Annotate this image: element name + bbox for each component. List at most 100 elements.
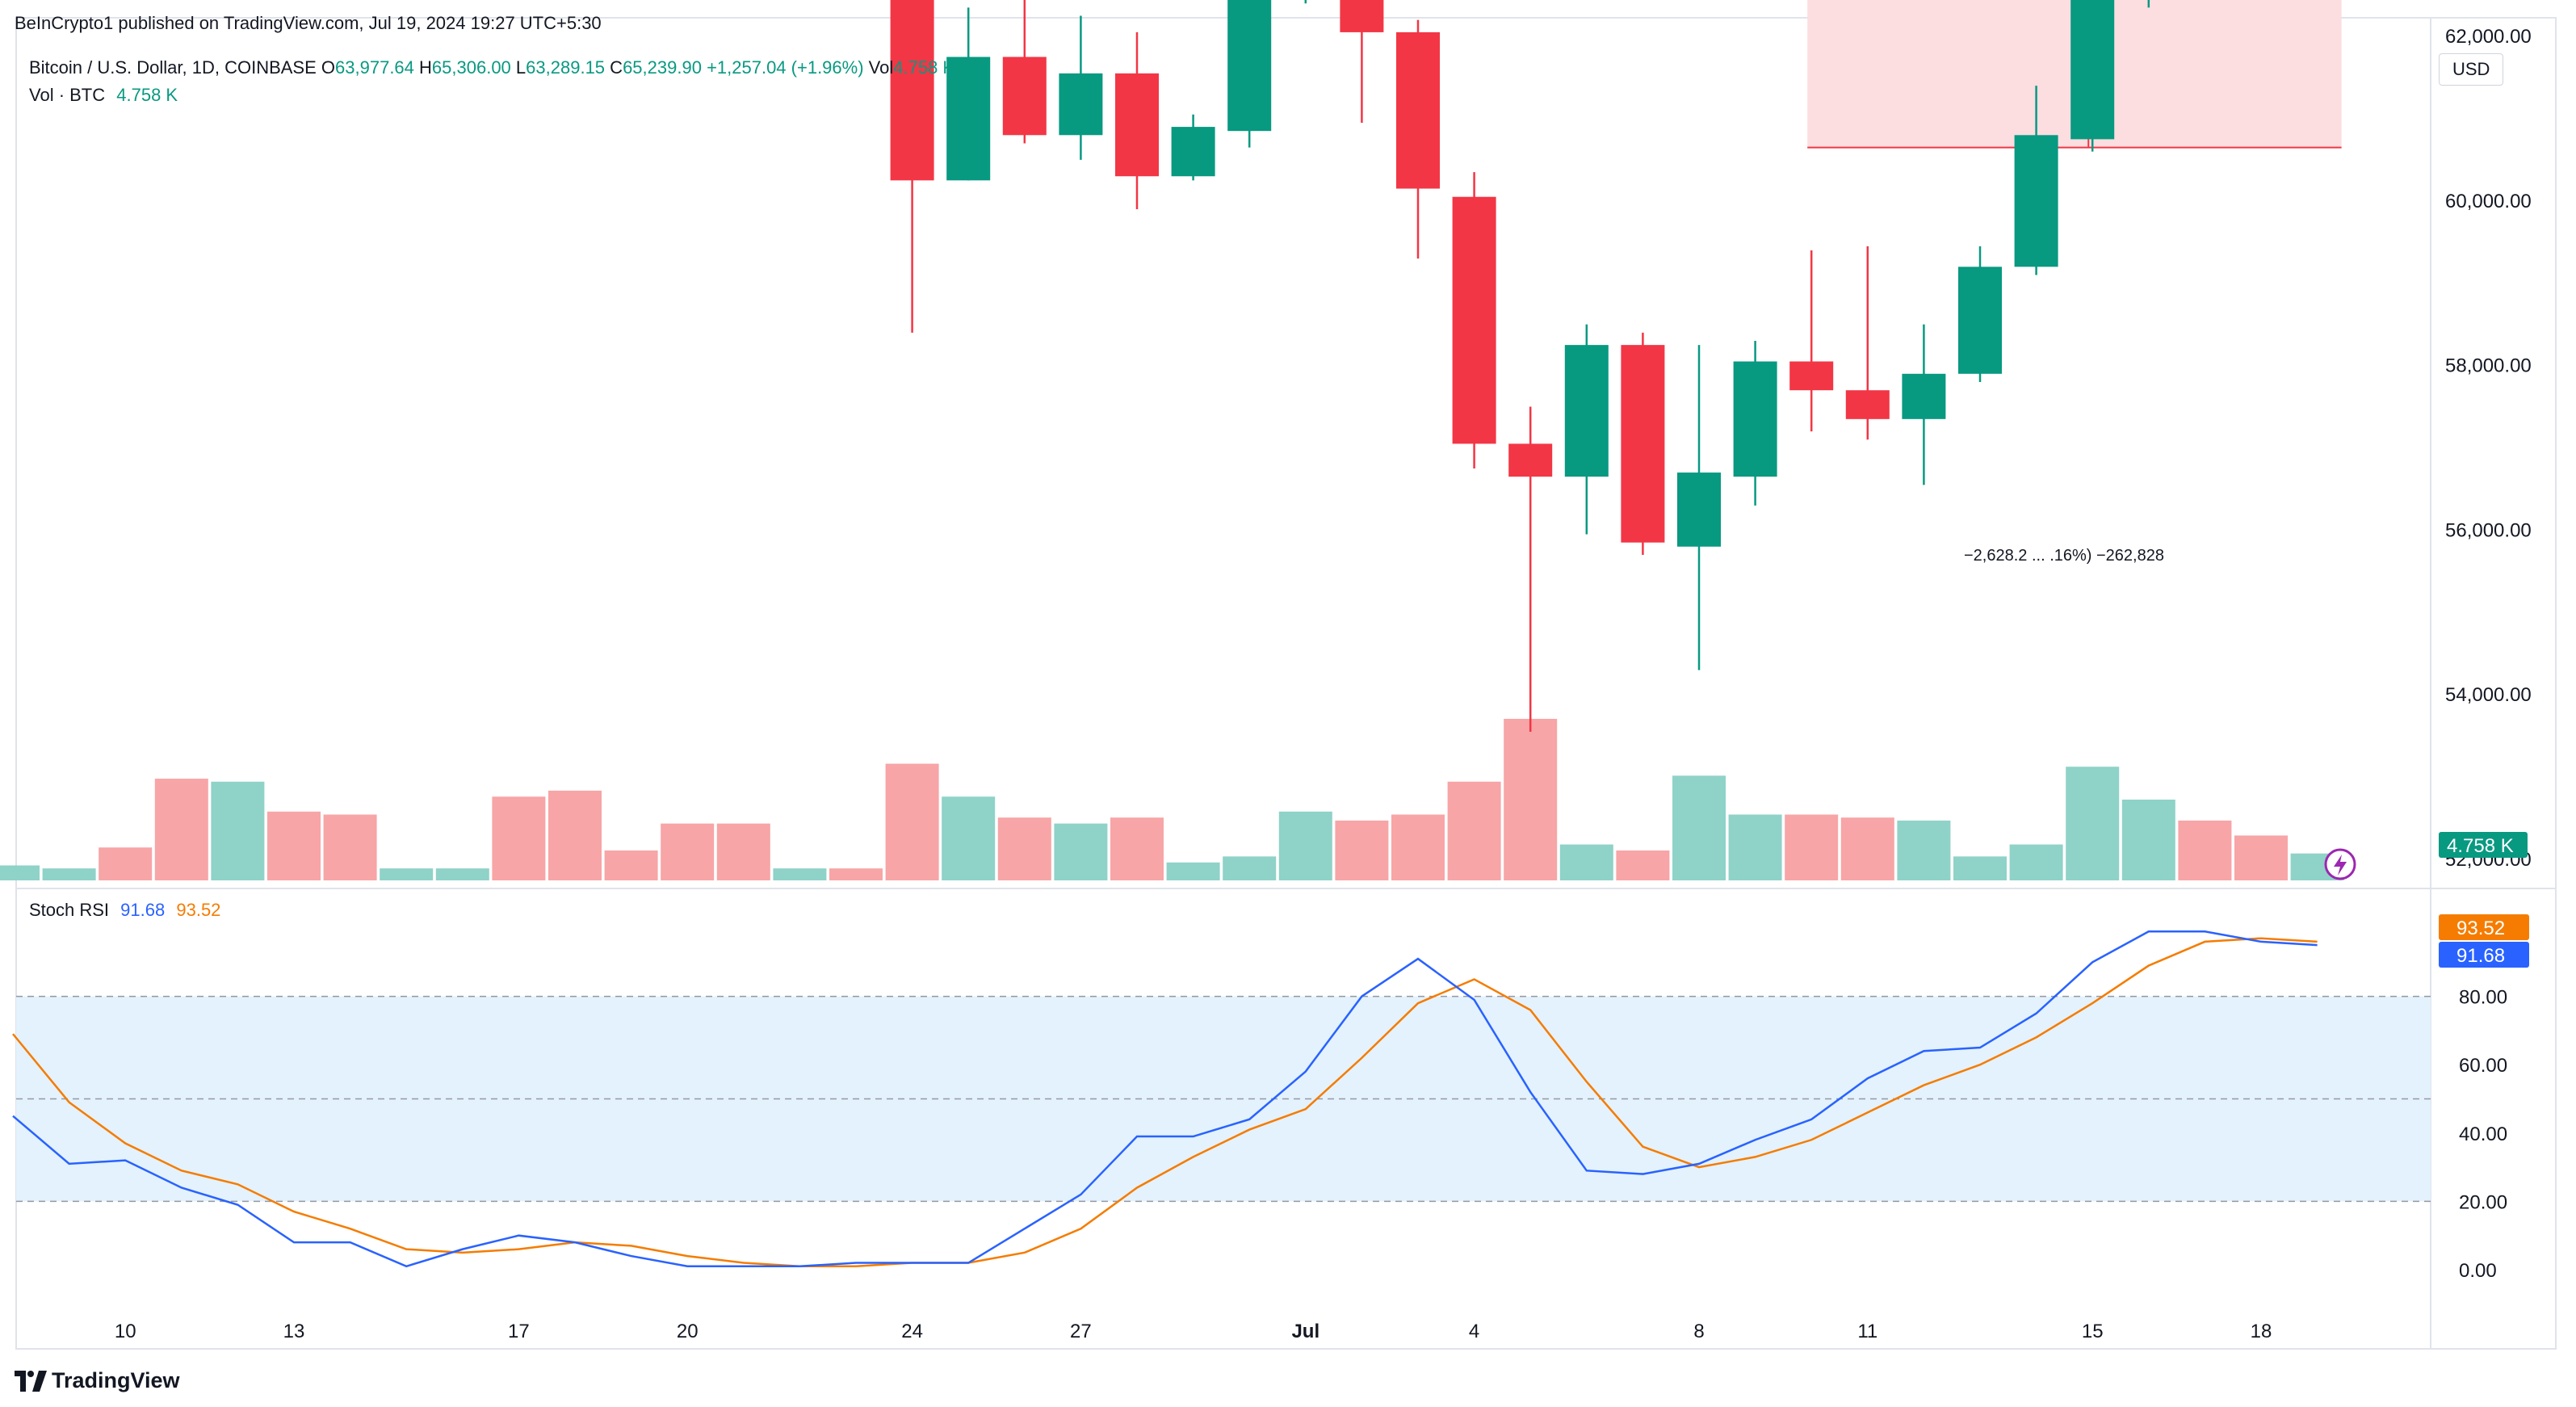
- candle-body[interactable]: [1115, 73, 1159, 177]
- candle-body[interactable]: [946, 57, 991, 181]
- volume-legend-label: Vol · BTC: [29, 85, 106, 105]
- candle-body[interactable]: [1340, 0, 1384, 32]
- volume-bar: [435, 868, 489, 880]
- date-label: 24: [901, 1321, 923, 1342]
- legend-open-label: O: [321, 57, 336, 78]
- candle-body[interactable]: [1733, 361, 1777, 477]
- volume-bar: [1785, 814, 1839, 880]
- volume-bar: [1616, 850, 1670, 880]
- volume-bar: [2121, 800, 2175, 880]
- volume-bar: [323, 814, 377, 880]
- volume-bar: [2178, 820, 2232, 880]
- legend-low-label: L: [515, 57, 527, 78]
- legend-vol: 4.758 K: [893, 57, 955, 78]
- volume-bar: [1897, 820, 1951, 880]
- volume-bar: [548, 790, 602, 880]
- candle-body[interactable]: [1227, 0, 1272, 132]
- legend-close: 65,239.90: [623, 57, 702, 78]
- volume-tag-bg: [2439, 832, 2528, 858]
- candle-body[interactable]: [1789, 361, 1834, 391]
- publish-info: BeInCrypto1 published on TradingView.com…: [15, 13, 602, 33]
- stoch-d-line: [12, 937, 2318, 1268]
- stoch-axis-label: 20.00: [2459, 1191, 2507, 1213]
- date-label: 4: [1469, 1321, 1479, 1342]
- price-axis-label: 54,000.00: [2445, 684, 2532, 706]
- candle-body[interactable]: [1059, 73, 1103, 136]
- volume-bar: [1110, 817, 1164, 880]
- volume-bar: [380, 868, 434, 880]
- candle-body[interactable]: [2070, 0, 2115, 140]
- tradingview-logo[interactable]: TradingView: [15, 1368, 180, 1393]
- candle-body[interactable]: [1621, 345, 1665, 543]
- stoch-axis-label: 80.00: [2459, 987, 2507, 1009]
- volume-legend: Vol · BTC 4.758 K: [29, 85, 178, 106]
- volume-bar: [1223, 856, 1277, 880]
- volume-bar: [1953, 856, 2007, 880]
- volume-bar: [2066, 766, 2120, 880]
- candle-body[interactable]: [1452, 196, 1496, 444]
- legend-open: 63,977.64: [335, 57, 414, 78]
- candle-body[interactable]: [1677, 472, 1721, 547]
- volume-legend-value: 4.758 K: [116, 85, 178, 105]
- volume-bar: [267, 811, 321, 880]
- stoch-k-tag-bg: [2439, 942, 2529, 968]
- tradingview-logo-icon: [15, 1370, 47, 1392]
- price-axis-label: 56,000.00: [2445, 519, 2532, 541]
- volume-bar: [942, 796, 996, 880]
- candle-body[interactable]: [1564, 345, 1609, 477]
- volume-bar: [492, 796, 546, 880]
- measure-label: −2,628.2 ... .16%) −262,828: [1964, 547, 2164, 565]
- stoch-d-value: 93.52: [176, 900, 221, 920]
- legend-vol-label: Vol: [868, 57, 894, 78]
- volume-bar: [1840, 817, 1894, 880]
- volume-tag: 4.758 K: [2447, 835, 2514, 857]
- currency-button[interactable]: USD: [2439, 53, 2504, 86]
- candle-body[interactable]: [1171, 127, 1215, 177]
- date-label: 11: [1857, 1321, 1877, 1342]
- volume-bar: [716, 823, 770, 880]
- candle-body[interactable]: [1845, 390, 1890, 419]
- date-label: 20: [677, 1321, 699, 1342]
- date-label: 8: [1693, 1321, 1704, 1342]
- volume-bar: [2009, 844, 2063, 880]
- date-label: 13: [283, 1321, 305, 1342]
- volume-bar: [154, 779, 208, 880]
- chart-frame: [15, 17, 2557, 1350]
- date-label: 15: [2082, 1321, 2104, 1342]
- stoch-d-tag: 93.52: [2456, 918, 2505, 939]
- stoch-title: Stoch RSI: [29, 900, 110, 920]
- volume-bar: [1166, 862, 1220, 880]
- legend-change: +1,257.04 (+1.96%): [707, 57, 864, 78]
- date-label: Jul: [1291, 1321, 1319, 1342]
- volume-bar: [1447, 781, 1501, 880]
- date-label: 18: [2251, 1321, 2272, 1342]
- candle-body[interactable]: [1002, 57, 1047, 136]
- candle-body[interactable]: [1958, 267, 2002, 374]
- volume-bar: [2234, 835, 2288, 880]
- volume-bar: [1278, 811, 1332, 880]
- candle-body[interactable]: [1508, 443, 1553, 477]
- price-axis-label: 58,000.00: [2445, 355, 2532, 377]
- volume-bar: [42, 868, 96, 880]
- candle-body[interactable]: [1902, 373, 1946, 419]
- legend-high: 65,306.00: [431, 57, 511, 78]
- lightning-bolt-icon: [2334, 855, 2347, 876]
- volume-bar: [211, 781, 265, 880]
- candle-body[interactable]: [1396, 32, 1440, 189]
- candle-body[interactable]: [2014, 135, 2058, 267]
- volume-bar: [1559, 844, 1613, 880]
- candle-body[interactable]: [890, 0, 934, 181]
- legend-close-label: C: [610, 57, 623, 78]
- volume-bar: [1728, 814, 1782, 880]
- volume-bar: [997, 817, 1051, 880]
- tradingview-brand: TradingView: [52, 1368, 180, 1392]
- stoch-legend: Stoch RSI 91.68 93.52: [29, 900, 220, 921]
- volume-bar: [661, 823, 715, 880]
- legend-high-label: H: [419, 57, 432, 78]
- volume-bar: [0, 865, 40, 880]
- stoch-axis-label: 40.00: [2459, 1124, 2507, 1145]
- volume-bar: [1391, 814, 1445, 880]
- volume-bar: [99, 847, 153, 880]
- stoch-d-tag-bg: [2439, 914, 2529, 940]
